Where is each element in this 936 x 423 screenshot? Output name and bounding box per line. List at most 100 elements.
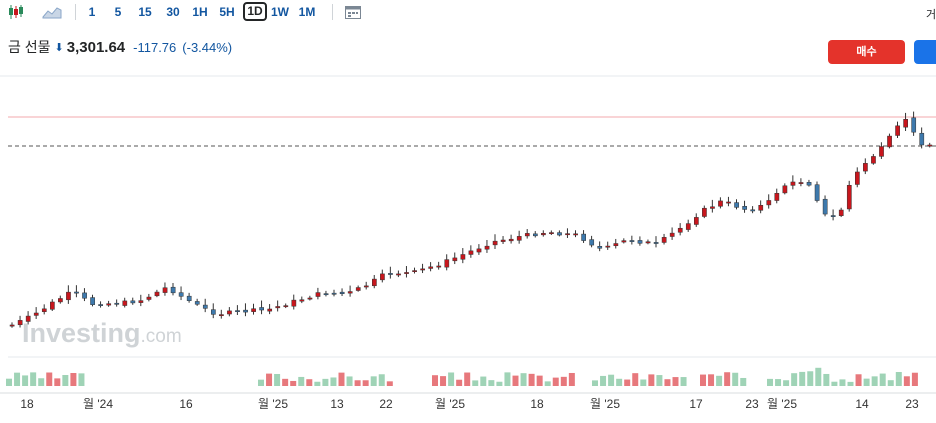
volume-bar — [552, 377, 559, 386]
toolbar-right-label[interactable]: 거 — [926, 9, 936, 21]
x-tick-label: 월 '24 — [83, 397, 113, 411]
volume-bar — [716, 375, 723, 386]
candle-body — [243, 309, 248, 313]
volume-bar — [700, 374, 706, 386]
candle-body — [468, 250, 474, 255]
candle-body — [291, 299, 297, 307]
volume-bar — [544, 381, 551, 386]
x-axis-labels: 18 월 '24 16 월 '25 13 22 월 '25 18 월 '25 17 23 월 '25 1… — [20, 397, 919, 411]
volume-bar — [592, 380, 598, 386]
candle-body — [307, 297, 313, 300]
candle-body — [533, 233, 538, 237]
candle-body — [259, 307, 264, 311]
interval-1w[interactable]: 1W — [271, 5, 289, 19]
candle-body — [500, 239, 506, 242]
volume-bar — [22, 375, 29, 386]
volume-bar — [274, 373, 281, 386]
candle-body — [855, 171, 860, 185]
calendar-icon[interactable] — [343, 3, 363, 21]
candle-body — [903, 119, 908, 128]
candlestick-type-icon[interactable] — [6, 3, 26, 21]
candle-body — [323, 293, 329, 296]
candle-body — [138, 300, 144, 303]
candle-body — [846, 185, 852, 210]
volume-bar — [78, 373, 85, 386]
volume-bar — [664, 379, 671, 386]
volume-bar — [14, 372, 21, 386]
interval-30m[interactable]: 30 — [166, 5, 180, 19]
volume-bar — [448, 372, 455, 386]
volume-bar — [354, 380, 361, 386]
area-chart-icon[interactable] — [42, 3, 62, 21]
candle-body — [396, 273, 401, 276]
volume-bar — [464, 372, 471, 386]
interval-1mo[interactable]: 1M — [298, 5, 316, 19]
volume-bar — [338, 372, 345, 386]
candle-body — [863, 163, 868, 172]
candle-body — [661, 237, 667, 243]
volume-bar — [624, 379, 631, 386]
interval-5m[interactable]: 5 — [114, 5, 122, 19]
volume-bar — [496, 381, 503, 386]
candle-body — [267, 308, 273, 312]
x-tick-label: 16 — [179, 397, 193, 411]
candle-body — [589, 239, 595, 246]
candle-body — [355, 287, 361, 291]
buy-button[interactable]: 매수 — [828, 40, 905, 64]
interval-1h[interactable]: 1H — [192, 5, 208, 19]
volume-bar — [54, 378, 61, 386]
candle-body — [484, 245, 490, 250]
interval-1d[interactable]: 1D — [243, 2, 267, 21]
volume-bar — [322, 378, 329, 386]
volume-bar — [855, 374, 862, 386]
toolbar-divider — [332, 4, 333, 20]
toolbar-divider — [75, 4, 76, 20]
interval-15m[interactable]: 15 — [138, 5, 152, 19]
candle-body — [911, 117, 917, 133]
candle-body — [235, 310, 240, 312]
candle-body — [742, 206, 747, 210]
volume-bar — [568, 372, 575, 386]
candle-body — [726, 201, 731, 204]
candle-body — [573, 233, 578, 236]
candle-body — [58, 298, 63, 303]
candle-body — [814, 184, 820, 201]
candle-body — [186, 295, 192, 301]
candle-body — [637, 240, 643, 244]
volume-bar — [386, 381, 393, 386]
candle-body — [557, 232, 562, 236]
volume-bar — [600, 375, 607, 386]
sell-button[interactable] — [914, 40, 936, 64]
candle-body — [412, 270, 417, 272]
x-tick-label: 22 — [379, 397, 393, 411]
volume-bar — [70, 373, 77, 386]
x-tick-label: 13 — [330, 397, 344, 411]
interval-5h[interactable]: 5H — [219, 5, 235, 19]
candle-body — [420, 268, 425, 271]
volume-bar — [708, 374, 715, 386]
candle-body — [170, 286, 176, 294]
candle-body — [9, 324, 15, 327]
interval-1m[interactable]: 1 — [88, 5, 96, 19]
volume-bar — [871, 376, 878, 386]
chart-toolbar: 1 5 15 30 1H 5H 1D 1W 1M 거 — [0, 0, 936, 24]
candle-body — [613, 243, 619, 247]
volume-bar — [847, 381, 854, 386]
volume-bar — [258, 379, 264, 386]
candle-body — [114, 302, 120, 305]
candle-body — [629, 240, 635, 242]
volume-bar — [863, 378, 870, 386]
candle-body — [702, 207, 707, 217]
volume-bar — [732, 372, 739, 386]
candle-body — [541, 233, 546, 236]
volume-bar — [46, 372, 53, 386]
candle-body — [363, 285, 369, 288]
volume-bar — [314, 381, 321, 386]
candle-body — [211, 309, 216, 315]
candle-body — [581, 233, 586, 241]
volume-bar — [656, 375, 663, 386]
candle-body — [758, 204, 764, 211]
candle-body — [82, 292, 87, 299]
volume-bar — [783, 380, 790, 386]
